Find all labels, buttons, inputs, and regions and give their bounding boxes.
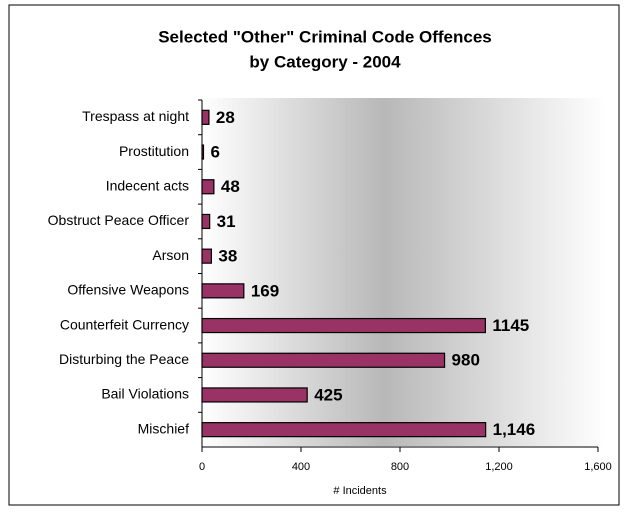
y-tick-label: Prostitution [119, 143, 189, 159]
y-tick-label: Disturbing the Peace [59, 351, 189, 367]
y-tick-label: Counterfeit Currency [60, 316, 189, 332]
y-tick-label: Bail Violations [101, 386, 189, 402]
bar [201, 317, 486, 334]
y-tick-label: Offensive Weapons [67, 282, 189, 298]
data-label: 1145 [492, 316, 529, 335]
y-tick-label: Obstruct Peace Officer [48, 212, 190, 228]
y-tick-label: Mischief [138, 420, 189, 436]
data-label: 6 [210, 143, 219, 162]
data-label: 48 [221, 177, 240, 196]
bar [201, 283, 245, 299]
bar [201, 352, 446, 368]
x-tick-label: 0 [199, 461, 205, 473]
y-tick-label: Arson [152, 247, 189, 263]
bar [201, 179, 215, 195]
x-tick-label: 800 [391, 461, 409, 473]
bar [201, 213, 211, 230]
y-tick-label: Indecent acts [106, 177, 189, 193]
data-label: 31 [217, 212, 236, 231]
title-box [110, 22, 540, 82]
bar [201, 109, 210, 125]
data-label: 1,146 [493, 420, 536, 439]
chart-title: by Category - 2004 [249, 52, 401, 71]
data-label: 28 [216, 108, 235, 127]
x-tick-label: 400 [292, 461, 310, 473]
data-label: 169 [251, 281, 279, 300]
chart-title: Selected "Other" Criminal Code Offences [158, 27, 492, 46]
bar [201, 422, 487, 438]
x-tick-label: 1,200 [485, 461, 513, 473]
data-label: 38 [218, 247, 237, 266]
data-label: 425 [314, 385, 342, 404]
x-axis-label: # Incidents [333, 485, 387, 497]
bar [201, 248, 213, 264]
x-tick-label: 1,600 [584, 461, 612, 473]
data-label: 980 [452, 351, 480, 370]
bar [201, 387, 308, 403]
bar [201, 144, 205, 160]
y-tick-label: Trespass at night [82, 108, 189, 124]
